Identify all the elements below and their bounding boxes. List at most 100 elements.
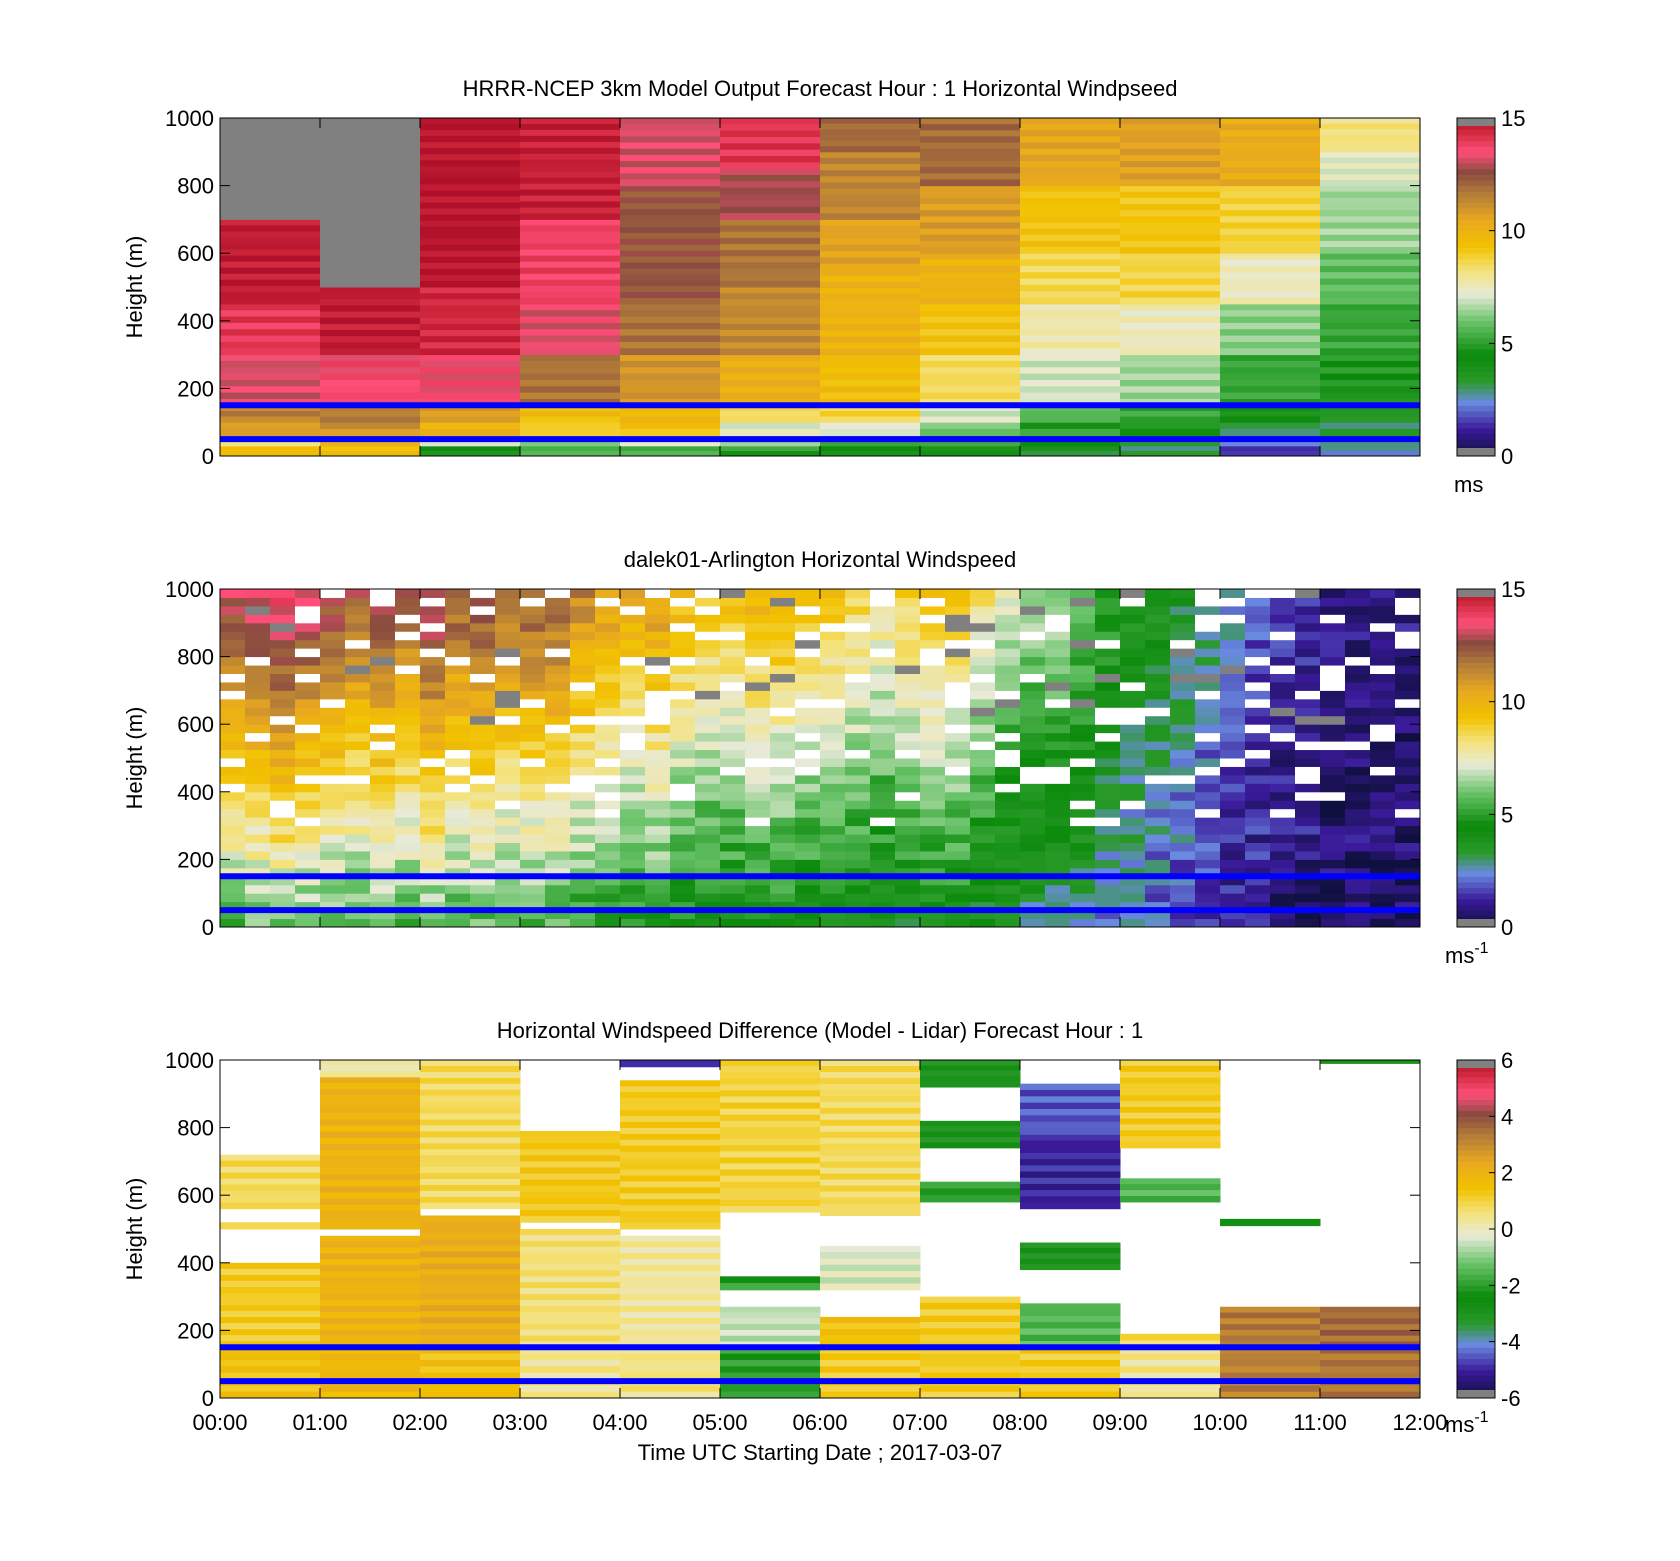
heatmap-cell: [1070, 817, 1096, 827]
heatmap-cell: [695, 715, 721, 725]
colorbar-swatch: [1457, 422, 1495, 429]
colorbar-swatch: [1457, 1178, 1495, 1185]
heatmap-cell: [795, 876, 821, 886]
heatmap-cell: [1320, 867, 1346, 877]
heatmap-cell: [1170, 859, 1196, 869]
heatmap-cell: [520, 360, 621, 368]
heatmap-cell: [245, 867, 271, 877]
heatmap-cell: [645, 639, 671, 649]
heatmap-cell: [570, 825, 596, 835]
heatmap-cell: [220, 791, 246, 801]
heatmap-cell: [520, 749, 546, 759]
colorbar-swatch: [1457, 842, 1495, 849]
heatmap-cell: [895, 665, 921, 674]
heatmap-cell: [495, 910, 521, 920]
heatmap-cell: [1345, 656, 1371, 666]
heatmap-cell: [470, 850, 496, 860]
heatmap-cell: [1270, 800, 1296, 810]
heatmap-cell: [620, 386, 721, 394]
heatmap-cell: [1070, 834, 1096, 843]
heatmap-cell: [495, 876, 521, 886]
heatmap-cell: [220, 135, 321, 143]
heatmap-cell: [1120, 1353, 1221, 1361]
heatmap-cell: [1320, 310, 1421, 318]
heatmap-cell: [1120, 272, 1221, 280]
heatmap-cell: [920, 1385, 1021, 1393]
heatmap-cell: [220, 285, 321, 293]
heatmap-cell: [1120, 247, 1221, 254]
heatmap-cell: [1020, 341, 1121, 349]
heatmap-cell: [820, 1113, 921, 1121]
heatmap-cell: [1145, 918, 1171, 928]
heatmap-cell: [820, 1353, 921, 1361]
heatmap-cell: [1245, 842, 1271, 852]
heatmap-cell: [1270, 850, 1296, 860]
heatmap-cell: [820, 656, 846, 666]
heatmap-cell: [320, 373, 421, 381]
heatmap-cell: [420, 758, 446, 767]
heatmap-cell: [520, 1234, 621, 1242]
heatmap-cell: [820, 834, 846, 843]
heatmap-cell: [220, 213, 321, 220]
heatmap-cell: [1320, 157, 1421, 164]
heatmap-cell: [420, 808, 446, 818]
heatmap-cell: [220, 165, 321, 173]
heatmap-cell: [295, 791, 321, 801]
colorbar-swatch: [1457, 589, 1495, 597]
heatmap-cell: [295, 605, 321, 615]
heatmap-cell: [1045, 800, 1071, 810]
heatmap-cell: [1220, 597, 1246, 607]
heatmap-cell: [320, 1180, 421, 1187]
heatmap-cell: [495, 859, 521, 869]
heatmap-cell: [370, 732, 396, 742]
heatmap-cell: [1220, 648, 1246, 658]
heatmap-cell: [1270, 758, 1296, 767]
heatmap-cell: [845, 910, 871, 920]
heatmap-cell: [595, 817, 621, 827]
heatmap-cell: [645, 876, 671, 886]
heatmap-cell: [1020, 614, 1046, 624]
heatmap-cell: [320, 1265, 421, 1272]
heatmap-cell: [620, 715, 646, 725]
heatmap-cell: [1220, 918, 1246, 928]
heatmap-cell: [1270, 741, 1296, 751]
heatmap-cell: [1145, 774, 1171, 784]
heatmap-cell: [595, 901, 621, 911]
heatmap-cell: [520, 219, 621, 226]
heatmap-cell: [470, 656, 496, 666]
heatmap-cell: [1120, 179, 1221, 187]
heatmap-cell: [970, 724, 996, 734]
colorbar-swatch: [1457, 1110, 1495, 1117]
heatmap-cell: [1320, 741, 1346, 751]
heatmap-cell: [1145, 622, 1171, 632]
heatmap-cell: [920, 329, 1021, 337]
heatmap-cell: [1120, 360, 1221, 368]
colorbar-swatch: [1457, 292, 1495, 299]
heatmap-cell: [620, 1282, 721, 1290]
heatmap-cell: [670, 758, 696, 767]
heatmap-cell: [1120, 749, 1146, 759]
heatmap-cell: [620, 1276, 721, 1284]
heatmap-cell: [220, 267, 321, 275]
heatmap-cell: [895, 791, 921, 801]
heatmap-cell: [1395, 622, 1421, 632]
heatmap-cell: [1120, 392, 1221, 400]
heatmap-cell: [645, 884, 671, 894]
heatmap-cell: [320, 342, 421, 349]
heatmap-cell: [920, 130, 1021, 137]
heatmap-cell: [920, 884, 946, 894]
heatmap-cell: [295, 859, 321, 869]
heatmap-cell: [520, 297, 621, 305]
heatmap-cell: [1320, 445, 1421, 452]
heatmap-cell: [470, 910, 496, 920]
heatmap-cell: [570, 774, 596, 784]
heatmap-cell: [1020, 1190, 1121, 1197]
heatmap-cell: [1270, 884, 1296, 894]
heatmap-cell: [1370, 758, 1396, 767]
heatmap-cell: [620, 850, 646, 860]
heatmap-cell: [420, 416, 521, 423]
heatmap-cell: [1395, 673, 1421, 683]
heatmap-cell: [920, 1188, 1021, 1196]
colorbar-swatch: [1457, 611, 1495, 618]
heatmap-cell: [720, 1329, 821, 1337]
